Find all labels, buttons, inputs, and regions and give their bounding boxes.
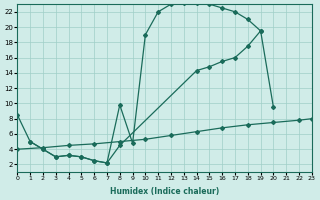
X-axis label: Humidex (Indice chaleur): Humidex (Indice chaleur) <box>110 187 219 196</box>
